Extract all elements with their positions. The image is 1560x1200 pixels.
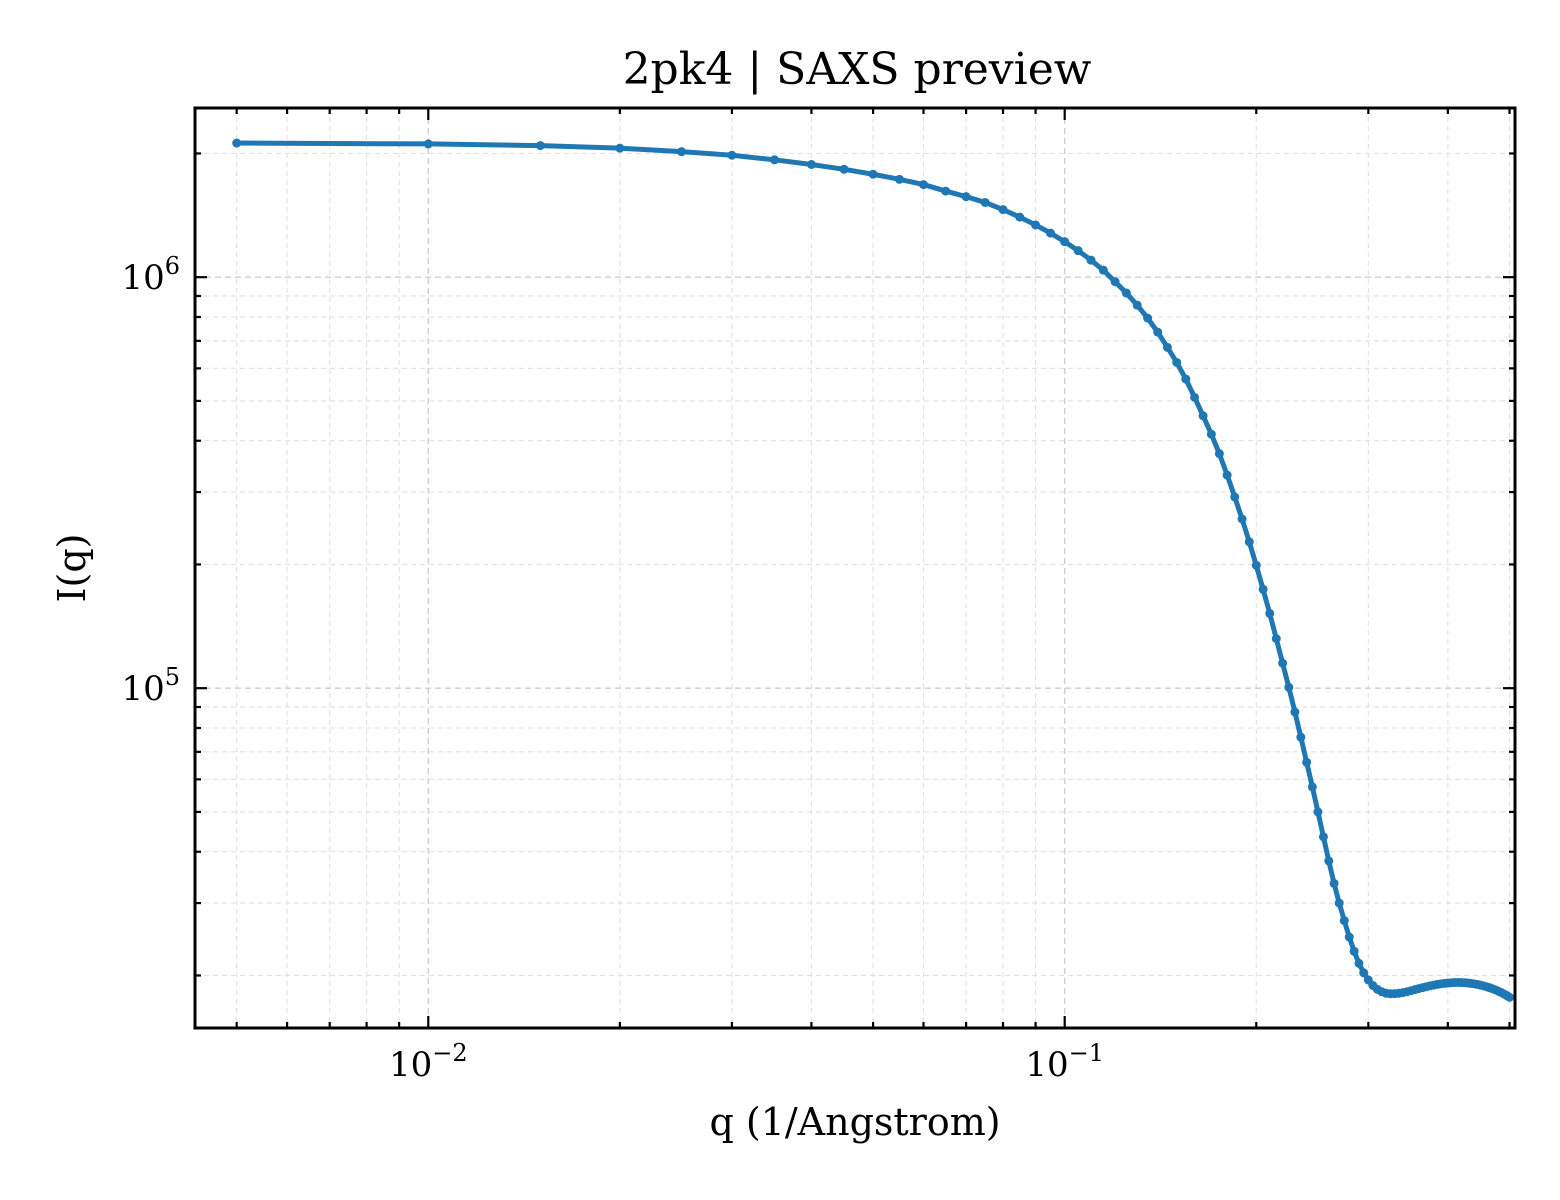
- data-point: [1296, 732, 1306, 742]
- data-point: [1015, 212, 1025, 222]
- data-point: [1222, 470, 1232, 480]
- data-point: [1230, 492, 1240, 502]
- x-tick-label: 10−2: [389, 1039, 468, 1085]
- data-point: [1244, 537, 1254, 547]
- chart-title: 2pk4 | SAXS preview: [623, 44, 1092, 95]
- data-point: [839, 164, 849, 174]
- grid-lines: [195, 108, 1515, 1028]
- data-point: [1290, 707, 1300, 717]
- data-point: [1046, 228, 1056, 238]
- data-point: [1265, 608, 1275, 618]
- data-point: [1271, 634, 1281, 644]
- data-point: [1313, 807, 1323, 817]
- data-point: [1153, 327, 1163, 337]
- x-axis-label: q (1/Angstrom): [709, 1100, 1000, 1144]
- data-point: [1206, 429, 1216, 439]
- data-point: [1214, 449, 1224, 459]
- data-point: [998, 205, 1008, 215]
- data-point: [1110, 277, 1120, 287]
- data-point: [1339, 916, 1349, 926]
- data-point: [535, 141, 545, 151]
- data-point: [727, 150, 737, 160]
- data-point: [1190, 392, 1200, 402]
- data-point: [941, 186, 951, 196]
- data-point: [1172, 358, 1182, 367]
- data-point: [1359, 968, 1369, 978]
- tick-labels: 10−2 10−1 105 106: [121, 252, 1104, 1085]
- data-point: [868, 169, 878, 179]
- data-point: [1349, 946, 1359, 956]
- data-point: [677, 147, 687, 157]
- data-point: [1237, 514, 1247, 524]
- data-point: [1344, 932, 1354, 942]
- data-point: [232, 138, 242, 148]
- data-point: [980, 197, 990, 207]
- data-point: [1258, 584, 1268, 594]
- data-point: [1307, 782, 1317, 792]
- data-point: [423, 139, 433, 149]
- data-point: [1073, 246, 1083, 256]
- data-point: [1086, 255, 1096, 265]
- data-point: [1098, 265, 1108, 275]
- y-tick-label: 106: [121, 252, 180, 298]
- x-tick-label: 10−1: [1025, 1039, 1104, 1085]
- data-point: [1354, 958, 1364, 968]
- data-point: [615, 143, 625, 153]
- data-point: [1284, 682, 1294, 692]
- data-point: [1324, 856, 1334, 866]
- plot-frame: [193, 106, 1517, 1030]
- data-point: [894, 174, 904, 184]
- data-point: [1162, 342, 1172, 352]
- data-point: [1060, 237, 1070, 247]
- data-point: [919, 180, 928, 190]
- data-point: [806, 160, 816, 169]
- data-point: [1181, 374, 1191, 384]
- data-point: [1251, 560, 1261, 570]
- data-point: [1318, 832, 1328, 842]
- data-point: [770, 155, 780, 165]
- data-point: [1302, 757, 1312, 767]
- data-point: [1505, 992, 1515, 1002]
- data-point: [1198, 411, 1208, 421]
- data-point: [1143, 313, 1153, 323]
- data-point: [1334, 898, 1344, 908]
- data-point: [1031, 220, 1041, 230]
- y-axis-label: I(q): [50, 534, 94, 603]
- axis-ticks: [195, 108, 1515, 1028]
- data-point: [1329, 878, 1339, 888]
- data-point: [1132, 300, 1142, 310]
- data-point: [1121, 288, 1131, 298]
- data-point: [961, 192, 971, 202]
- y-tick-label: 105: [121, 663, 180, 709]
- series-intensity: [232, 138, 1515, 1002]
- data-point: [1278, 658, 1288, 668]
